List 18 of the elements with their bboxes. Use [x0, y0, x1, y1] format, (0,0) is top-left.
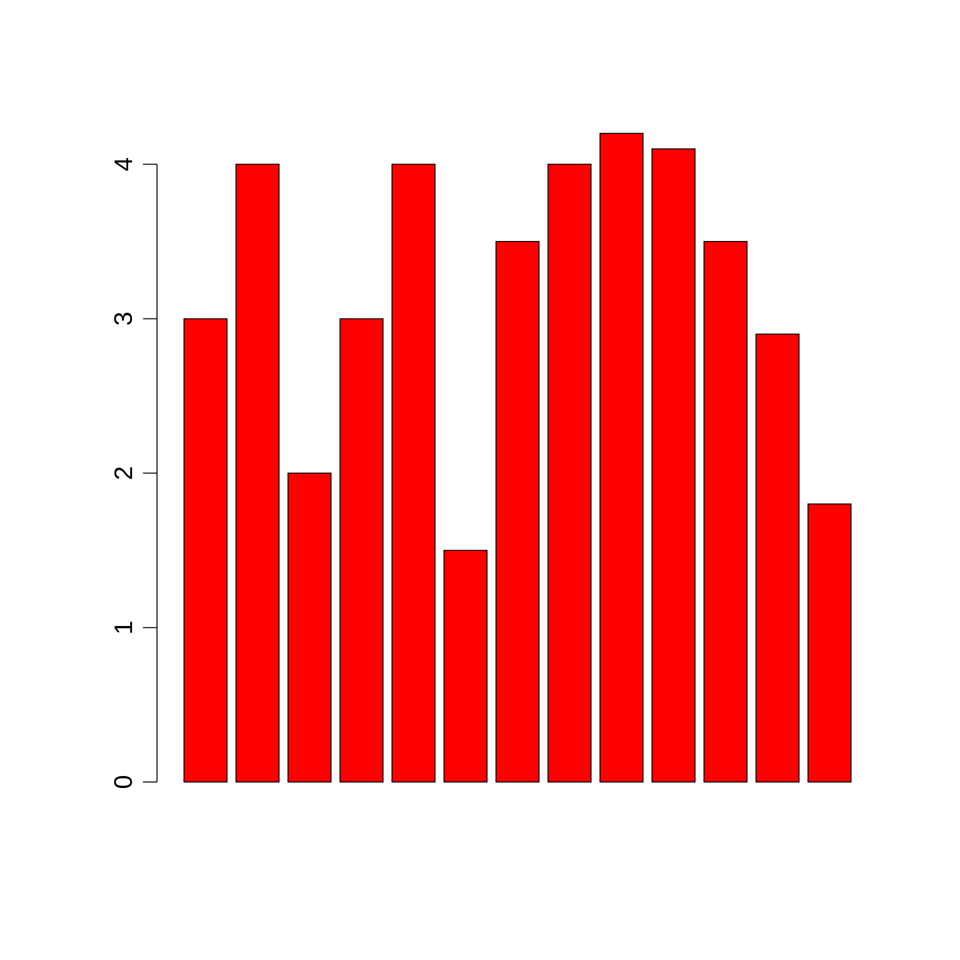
y-tick-label: 1: [114, 622, 132, 633]
bar: [548, 164, 592, 782]
bar: [340, 318, 384, 782]
bar: [496, 240, 540, 782]
bar: [600, 132, 644, 782]
y-tick-label: 2: [114, 467, 132, 479]
y-tick-label: 3: [114, 312, 132, 325]
bar: [808, 504, 852, 782]
bar: [652, 148, 696, 782]
bar: [392, 164, 436, 782]
bar: [444, 550, 488, 782]
bar: [704, 240, 748, 782]
y-tick-label: 0: [114, 776, 132, 788]
bar: [184, 318, 228, 782]
bar: [236, 164, 280, 782]
bar: [288, 472, 332, 782]
bar: [756, 334, 800, 782]
y-tick-label: 4: [114, 158, 132, 171]
